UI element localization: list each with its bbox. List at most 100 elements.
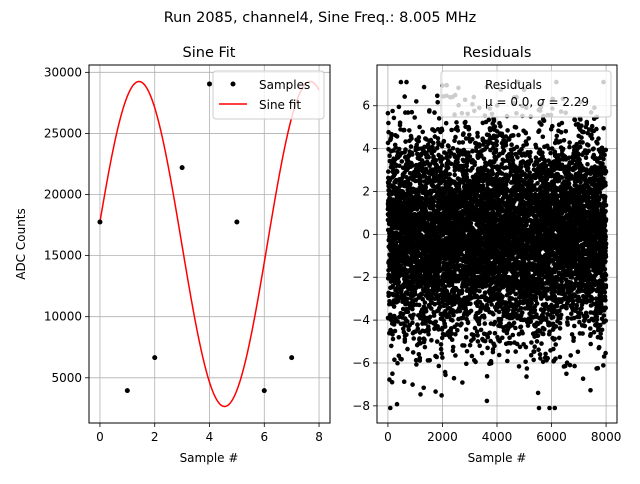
residual-point [517, 364, 522, 369]
residual-point [424, 185, 429, 190]
residual-point [519, 306, 524, 311]
residual-point [483, 339, 488, 344]
residual-point [431, 141, 436, 146]
residual-point [483, 321, 488, 326]
sine-fit-legend: Samples Sine fit [213, 71, 324, 119]
residual-point [452, 376, 457, 381]
residual-point [403, 147, 408, 152]
residual-point [443, 373, 448, 378]
sine-fit-ylabel: ADC Counts [14, 208, 28, 280]
residual-point [511, 133, 516, 138]
residual-point [417, 303, 422, 308]
residual-point [440, 128, 445, 133]
residual-point [433, 320, 438, 325]
residual-point [410, 320, 415, 325]
legend-sine-fit-label: Sine fit [259, 98, 301, 112]
residual-point [411, 336, 416, 341]
residual-point [410, 382, 415, 387]
residual-point [492, 344, 497, 349]
residual-point [392, 357, 397, 362]
residual-point [464, 327, 469, 332]
residual-point [404, 333, 409, 338]
residual-point [486, 335, 491, 340]
residual-point [497, 353, 502, 358]
residual-point [397, 335, 402, 340]
residual-point [417, 135, 422, 140]
residual-point [437, 364, 442, 369]
residual-point [485, 374, 490, 379]
residual-point [511, 333, 516, 338]
residual-point [404, 80, 409, 85]
residual-point [469, 221, 474, 226]
residual-point [506, 349, 511, 354]
residual-point [450, 337, 455, 342]
residual-point [447, 172, 452, 177]
residual-point [477, 344, 482, 349]
y-tick-label: 30000 [44, 65, 82, 79]
sample-point [234, 220, 239, 225]
residual-point [386, 111, 391, 116]
residual-point [412, 115, 417, 120]
residual-point [498, 124, 503, 129]
residual-point [470, 354, 475, 359]
residual-point [467, 126, 472, 131]
residual-point [505, 359, 510, 364]
residual-point [433, 389, 438, 394]
residual-point [500, 294, 505, 299]
residual-point [418, 358, 423, 363]
x-tick-label: 0 [96, 430, 104, 444]
residual-point [487, 331, 492, 336]
residual-point [399, 80, 404, 85]
residual-point [463, 120, 468, 125]
residual-point [395, 134, 400, 139]
residual-point [464, 335, 469, 340]
residual-point [464, 362, 469, 367]
residual-point [493, 320, 498, 325]
residual-point [440, 355, 445, 360]
residual-point [468, 302, 473, 307]
residual-point [389, 344, 394, 349]
residual-point [434, 355, 439, 360]
residual-point [392, 116, 397, 121]
residual-point [395, 402, 400, 407]
residual-point [451, 313, 456, 318]
residual-point [386, 121, 391, 126]
residual-point [513, 349, 518, 354]
residual-point [514, 125, 519, 130]
sample-point [180, 165, 185, 170]
residual-point [497, 310, 502, 315]
residual-point [451, 345, 456, 350]
residual-point [414, 362, 419, 367]
residual-point [468, 343, 473, 348]
residual-point [390, 380, 395, 385]
residual-point [515, 155, 520, 160]
residual-point [482, 315, 487, 320]
residual-point [485, 346, 490, 351]
residual-point [402, 128, 407, 133]
residual-point [428, 315, 433, 320]
residual-point [489, 302, 494, 307]
residual-point [452, 173, 457, 178]
residual-point [410, 110, 415, 115]
residual-point [461, 140, 466, 145]
residual-point [409, 136, 414, 141]
residual-point [405, 297, 410, 302]
residual-point [398, 120, 403, 125]
residual-point [467, 133, 472, 138]
residual-point [490, 172, 495, 177]
residual-point [446, 166, 451, 171]
sample-point [262, 388, 267, 393]
residual-point [439, 393, 444, 398]
residual-point [439, 347, 444, 352]
residual-point [493, 331, 498, 336]
residual-point [451, 146, 456, 151]
residual-point [391, 337, 396, 342]
residual-point [460, 288, 465, 293]
residual-point [475, 333, 480, 338]
residual-point [422, 337, 427, 342]
residual-point [439, 342, 444, 347]
residual-point [443, 324, 448, 329]
residual-point [453, 332, 458, 337]
residual-point [397, 147, 402, 152]
